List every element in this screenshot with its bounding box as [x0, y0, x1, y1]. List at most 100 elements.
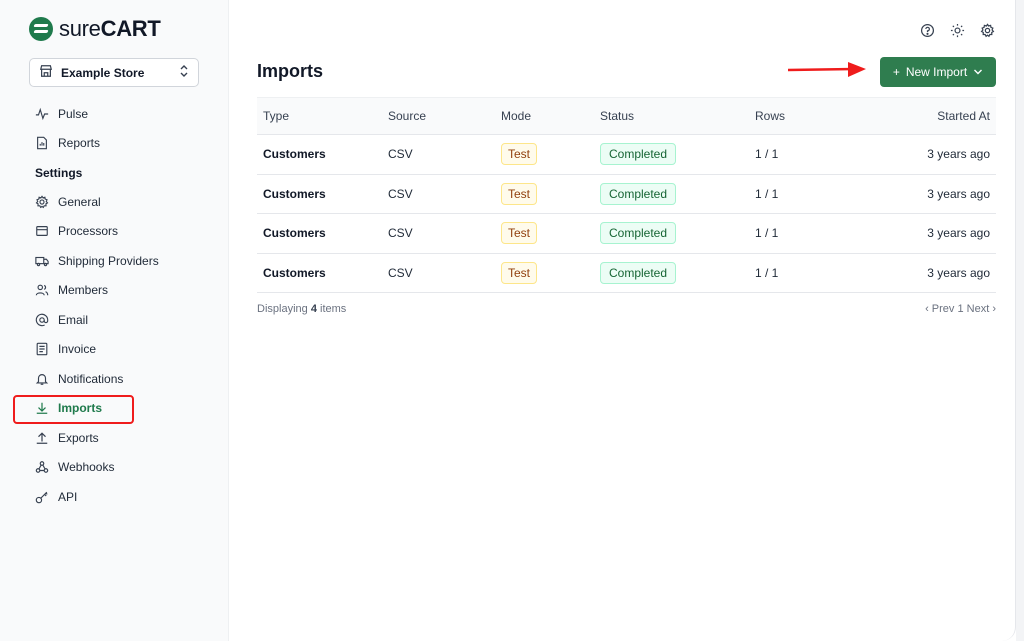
store-selector[interactable]: Example Store: [29, 58, 199, 87]
table-row[interactable]: Customers CSV Test Completed 1 / 1 3 yea…: [257, 135, 996, 175]
key-icon: [35, 490, 49, 504]
sidebar-item-label: Invoice: [58, 342, 97, 357]
sidebar-item-processors[interactable]: Processors: [29, 217, 219, 247]
sidebar: sureCART Example Store Pulse Reports Set…: [0, 0, 229, 641]
settings-icon[interactable]: [980, 23, 995, 38]
at-icon: [35, 313, 49, 327]
cell-source: CSV: [388, 226, 413, 241]
sidebar-item-label: Exports: [58, 430, 99, 445]
cell-source: CSV: [388, 147, 413, 162]
cell-type: Customers: [263, 226, 326, 241]
sidebar-item-webhooks[interactable]: Webhooks: [29, 453, 219, 483]
chevron-down-icon: [973, 65, 983, 79]
sidebar-item-label: Pulse: [58, 106, 89, 121]
report-icon: [35, 136, 49, 150]
sidebar-item-notifications[interactable]: Notifications: [29, 364, 219, 394]
mode-badge: Test: [501, 261, 538, 284]
sidebar-item-label: API: [58, 489, 78, 504]
sidebar-item-reports[interactable]: Reports: [29, 129, 219, 159]
prev-page-link[interactable]: ‹ Prev: [925, 303, 955, 315]
upload-icon: [35, 431, 49, 445]
cell-started-at: 3 years ago: [927, 265, 990, 280]
mode-badge: Test: [501, 222, 538, 245]
cell-started-at: 3 years ago: [927, 186, 990, 201]
plus-icon: +: [892, 65, 900, 79]
surecart-logo[interactable]: sureCART: [29, 16, 161, 42]
bell-icon: [35, 372, 49, 386]
sidebar-nav: Pulse Reports Settings General Processor…: [29, 99, 219, 512]
cell-source: CSV: [388, 186, 413, 201]
sidebar-item-shipping-providers[interactable]: Shipping Providers: [29, 246, 219, 276]
sidebar-item-general[interactable]: General: [29, 187, 219, 217]
sidebar-item-exports[interactable]: Exports: [29, 423, 219, 453]
sidebar-item-label: Members: [58, 283, 109, 298]
webhook-icon: [35, 460, 49, 474]
cell-rows: 1 / 1: [755, 226, 779, 241]
store-selector-value: Example Store: [61, 65, 145, 80]
sidebar-item-label: Processors: [58, 224, 119, 239]
invoice-icon: [35, 342, 49, 356]
table-footer: Displaying 4 items ‹ Prev 1 Next ›: [257, 303, 996, 315]
sidebar-item-email[interactable]: Email: [29, 305, 219, 335]
column-header-status[interactable]: Status: [600, 109, 635, 123]
cell-type: Customers: [263, 265, 326, 280]
sidebar-item-api[interactable]: API: [29, 482, 219, 512]
settings-section-heading: Settings: [35, 165, 83, 180]
cell-rows: 1 / 1: [755, 265, 779, 280]
sidebar-item-label: Imports: [58, 401, 103, 416]
sidebar-item-label: Notifications: [58, 371, 124, 386]
status-badge: Completed: [600, 143, 677, 166]
sidebar-item-members[interactable]: Members: [29, 276, 219, 306]
mode-badge: Test: [501, 182, 538, 205]
gear-icon: [35, 195, 49, 209]
users-icon: [35, 283, 49, 297]
status-badge: Completed: [600, 222, 677, 245]
cell-source: CSV: [388, 265, 413, 280]
annotation-arrow-icon: [788, 62, 866, 77]
imports-table: Type Source Mode Status Rows Started At …: [257, 97, 996, 293]
cell-started-at: 3 years ago: [927, 147, 990, 162]
column-header-started-at[interactable]: Started At: [937, 109, 990, 123]
logo-mark-icon: [29, 17, 53, 41]
next-page-link[interactable]: Next ›: [966, 303, 996, 315]
pulse-icon: [35, 107, 49, 121]
cell-rows: 1 / 1: [755, 186, 779, 201]
store-icon: [39, 64, 53, 81]
column-header-mode[interactable]: Mode: [501, 109, 532, 123]
column-header-type[interactable]: Type: [263, 109, 290, 123]
sidebar-item-label: Webhooks: [58, 460, 115, 475]
updown-chevron-icon: [179, 65, 189, 80]
item-count: Displaying 4 items: [257, 303, 347, 315]
new-import-label: New Import: [905, 65, 968, 79]
help-icon[interactable]: [920, 23, 935, 38]
column-header-source[interactable]: Source: [388, 109, 427, 123]
table-row[interactable]: Customers CSV Test Completed 1 / 1 3 yea…: [257, 175, 996, 214]
mode-badge: Test: [501, 143, 538, 166]
page-title: Imports: [257, 61, 324, 81]
cell-type: Customers: [263, 147, 326, 162]
sidebar-item-label: General: [58, 194, 101, 209]
sidebar-item-label: Email: [58, 312, 89, 327]
table-row[interactable]: Customers CSV Test Completed 1 / 1 3 yea…: [257, 254, 996, 293]
column-header-rows[interactable]: Rows: [755, 109, 786, 123]
sidebar-item-invoice[interactable]: Invoice: [29, 335, 219, 365]
pagination: ‹ Prev 1 Next ›: [925, 303, 996, 315]
cell-type: Customers: [263, 186, 326, 201]
status-badge: Completed: [600, 182, 677, 205]
processor-icon: [35, 224, 49, 238]
sidebar-item-pulse[interactable]: Pulse: [29, 99, 219, 129]
status-badge: Completed: [600, 261, 677, 284]
sidebar-item-imports[interactable]: Imports: [29, 394, 219, 424]
top-toolbar: [920, 23, 995, 38]
window-edge: [1016, 0, 1024, 641]
sidebar-item-label: Reports: [58, 136, 101, 151]
new-import-button[interactable]: + New Import: [880, 57, 996, 87]
cell-rows: 1 / 1: [755, 147, 779, 162]
truck-icon: [35, 254, 49, 268]
sidebar-item-label: Shipping Providers: [58, 253, 159, 268]
current-page: 1: [957, 303, 964, 315]
logo-text: sureCART: [59, 16, 161, 41]
table-row[interactable]: Customers CSV Test Completed 1 / 1 3 yea…: [257, 214, 996, 254]
theme-icon[interactable]: [950, 23, 965, 38]
